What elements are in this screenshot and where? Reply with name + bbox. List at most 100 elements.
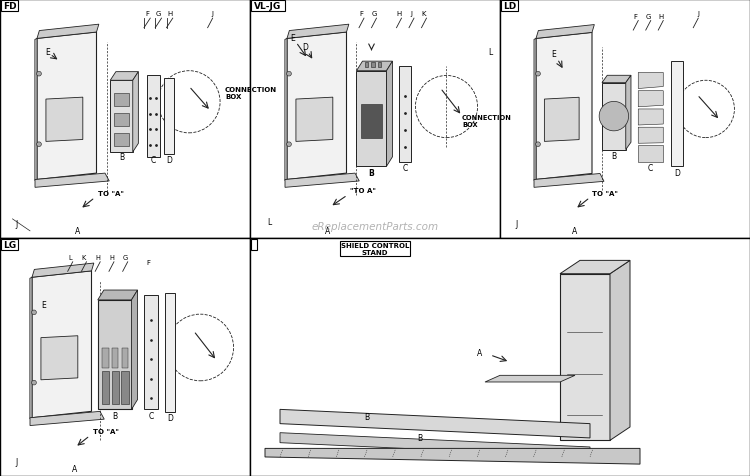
- Polygon shape: [146, 76, 160, 158]
- Text: E: E: [45, 48, 50, 57]
- Bar: [0, 238, 250, 476]
- Text: H: H: [95, 255, 100, 260]
- Polygon shape: [164, 79, 174, 155]
- Polygon shape: [534, 174, 604, 188]
- Text: E: E: [552, 50, 556, 60]
- Bar: [122, 371, 129, 404]
- Polygon shape: [602, 83, 625, 150]
- Text: TO "A": TO "A": [92, 428, 118, 434]
- Bar: [103, 348, 109, 368]
- Bar: [250, 0, 500, 238]
- Polygon shape: [98, 300, 131, 409]
- Polygon shape: [110, 81, 133, 153]
- Text: B: B: [611, 152, 616, 161]
- Bar: [251, 239, 257, 250]
- Text: E: E: [290, 34, 295, 43]
- Bar: [361, 105, 382, 139]
- Circle shape: [599, 102, 628, 131]
- Text: J: J: [211, 11, 214, 17]
- Polygon shape: [544, 98, 579, 142]
- Circle shape: [37, 72, 41, 77]
- Text: B: B: [368, 169, 374, 178]
- Polygon shape: [287, 33, 346, 180]
- Bar: [378, 62, 382, 68]
- Text: TO "A": TO "A": [592, 190, 618, 196]
- Text: F: F: [145, 11, 149, 17]
- Bar: [114, 134, 130, 147]
- Polygon shape: [610, 261, 630, 440]
- Bar: [501, 1, 518, 12]
- Bar: [114, 114, 130, 127]
- Polygon shape: [638, 128, 663, 144]
- Text: LG: LG: [3, 240, 16, 249]
- Text: FD: FD: [3, 2, 16, 11]
- Text: A: A: [572, 227, 578, 236]
- Polygon shape: [536, 26, 594, 40]
- Text: "TO A": "TO A": [350, 188, 376, 194]
- Polygon shape: [356, 71, 386, 167]
- Text: B: B: [417, 433, 422, 442]
- Polygon shape: [285, 174, 359, 188]
- Polygon shape: [280, 433, 590, 457]
- Polygon shape: [46, 98, 82, 142]
- Text: A: A: [73, 465, 78, 473]
- Polygon shape: [133, 72, 139, 153]
- Text: L: L: [68, 255, 72, 260]
- Bar: [112, 348, 118, 368]
- Polygon shape: [30, 411, 104, 426]
- Polygon shape: [638, 110, 663, 126]
- Bar: [122, 348, 128, 368]
- Circle shape: [286, 72, 291, 77]
- Polygon shape: [280, 409, 590, 438]
- Bar: [500, 0, 750, 238]
- Bar: [371, 62, 375, 68]
- Polygon shape: [485, 376, 575, 382]
- Polygon shape: [285, 40, 287, 181]
- Text: G: G: [155, 11, 161, 17]
- Text: H: H: [396, 11, 401, 17]
- Polygon shape: [35, 40, 37, 181]
- Polygon shape: [35, 174, 110, 188]
- Text: D: D: [674, 169, 680, 178]
- Text: L: L: [488, 48, 492, 57]
- Polygon shape: [626, 76, 631, 150]
- Polygon shape: [638, 73, 663, 89]
- Text: LD: LD: [503, 2, 516, 11]
- Text: C: C: [403, 164, 408, 173]
- Polygon shape: [560, 274, 610, 440]
- Text: C: C: [148, 411, 154, 420]
- Text: A: A: [325, 227, 330, 236]
- Bar: [0, 0, 250, 238]
- Polygon shape: [296, 98, 333, 142]
- Text: G: G: [123, 255, 128, 260]
- Circle shape: [536, 72, 540, 77]
- Polygon shape: [131, 290, 137, 409]
- Polygon shape: [32, 271, 92, 418]
- Text: C: C: [648, 164, 653, 173]
- Polygon shape: [356, 62, 392, 71]
- Text: J: J: [515, 220, 517, 228]
- Text: J: J: [15, 457, 17, 466]
- Bar: [340, 241, 410, 257]
- Text: SHIELD CONTROL
STAND: SHIELD CONTROL STAND: [340, 242, 410, 256]
- Bar: [102, 371, 110, 404]
- Polygon shape: [560, 261, 630, 274]
- Text: B: B: [112, 411, 117, 420]
- Polygon shape: [37, 25, 99, 40]
- Polygon shape: [287, 25, 349, 40]
- Circle shape: [32, 310, 36, 315]
- Polygon shape: [144, 296, 158, 409]
- Text: J: J: [698, 11, 699, 17]
- Polygon shape: [399, 67, 412, 162]
- Text: H: H: [167, 11, 172, 17]
- Text: K: K: [422, 11, 426, 17]
- Text: F: F: [146, 259, 150, 265]
- Polygon shape: [30, 278, 32, 419]
- Circle shape: [286, 143, 291, 147]
- Text: F: F: [634, 14, 638, 20]
- Bar: [1, 1, 18, 12]
- Polygon shape: [602, 76, 631, 83]
- Polygon shape: [670, 62, 683, 167]
- Polygon shape: [534, 40, 536, 181]
- Circle shape: [32, 380, 36, 385]
